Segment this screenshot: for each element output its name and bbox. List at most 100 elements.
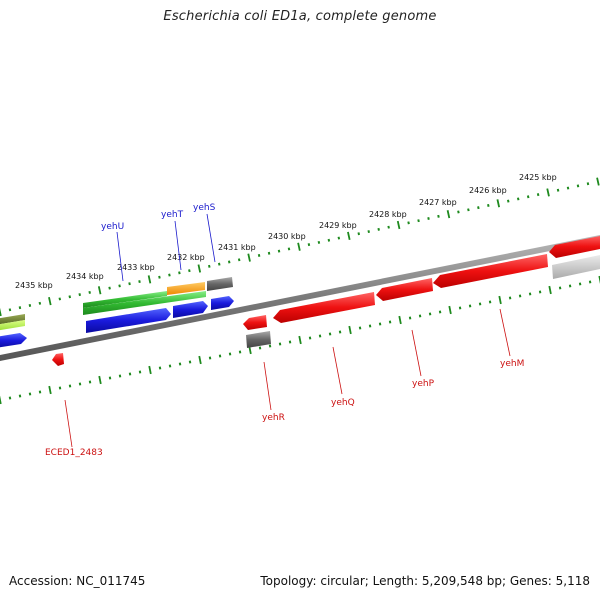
- scale-tick-major: [247, 253, 251, 262]
- gene-label-yehS[interactable]: yehS: [193, 203, 216, 213]
- scale-tick-minor: [568, 284, 572, 288]
- gene-arrow[interactable]: [86, 308, 171, 333]
- scale-tick-minor: [168, 273, 171, 277]
- gene-arrow[interactable]: [246, 331, 271, 348]
- scale-tick-minor: [427, 217, 430, 220]
- scale-tick-major: [347, 231, 351, 240]
- gene-arrow-yehM[interactable]: [433, 254, 548, 288]
- scale-tick-minor: [277, 249, 281, 253]
- gene-arrow[interactable]: [549, 235, 600, 258]
- scale-tick-minor: [158, 275, 161, 279]
- scale-tick-minor: [158, 366, 162, 370]
- scale-labels: 2425 kbp 2426 kbp 2427 kbp 2428 kbp 2429…: [15, 173, 557, 290]
- gene-arrow[interactable]: [211, 296, 234, 310]
- scale-label: 2435 kbp: [15, 281, 53, 290]
- scale-tick-minor: [28, 392, 32, 396]
- gene-label-yehR[interactable]: yehR: [262, 413, 285, 423]
- scale-tick-major: [546, 188, 550, 197]
- scale-label: 2427 kbp: [419, 198, 457, 207]
- scale-tick-minor: [128, 282, 131, 286]
- scale-tick-minor: [318, 334, 322, 338]
- scale-tick-minor: [338, 330, 342, 334]
- leader-line: [64, 399, 73, 448]
- scale-tick-minor: [178, 362, 182, 366]
- scale-tick-minor: [257, 253, 261, 257]
- gene-arrow[interactable]: [0, 320, 25, 331]
- scale-tick-minor: [487, 203, 490, 207]
- gene-label-ECED1_2483[interactable]: ECED1_2483: [45, 448, 103, 458]
- scale-tick-minor: [458, 306, 462, 310]
- scale-tick-minor: [288, 340, 292, 344]
- scale-tick-minor: [457, 210, 460, 214]
- gene-label-yehU[interactable]: yehU: [101, 222, 124, 232]
- scale-tick-major: [297, 242, 301, 251]
- scale-tick-minor: [108, 286, 111, 290]
- scale-tick-minor: [538, 290, 542, 294]
- scale-tick-minor: [268, 344, 272, 348]
- gene-arrow[interactable]: [0, 314, 25, 325]
- scale-tick-minor: [556, 188, 560, 192]
- gene-label-yehQ[interactable]: yehQ: [331, 398, 355, 408]
- gene-label-yehT[interactable]: yehT: [161, 210, 184, 220]
- scale-tick-minor: [8, 308, 12, 312]
- accession-text: Accession: NC_011745: [9, 574, 146, 588]
- scale-tick-minor: [287, 247, 291, 251]
- scale-tick-minor: [526, 195, 530, 199]
- scale-tick-minor: [38, 301, 42, 305]
- scale-tick-minor: [88, 380, 92, 384]
- scale-label: 2426 kbp: [469, 186, 507, 195]
- scale-tick-minor: [38, 390, 42, 394]
- scale-tick-minor: [78, 382, 82, 386]
- scale-tick-minor: [437, 214, 440, 218]
- scale-tick-major: [97, 286, 102, 295]
- gene-arrow[interactable]: [173, 301, 208, 318]
- scale-tick-major: [596, 177, 600, 186]
- gene-arrow-yehP[interactable]: [376, 278, 433, 301]
- scale-tick-minor: [566, 186, 570, 190]
- scale-tick-minor: [138, 370, 142, 374]
- gene-arrow-ECED1_2483[interactable]: [52, 353, 64, 366]
- scale-tick-minor: [378, 322, 382, 326]
- gene-arrow-yehU[interactable]: [83, 291, 167, 308]
- scale-tick-major: [48, 297, 52, 306]
- scale-tick-minor: [488, 300, 492, 304]
- scale-tick-major: [398, 315, 402, 325]
- scale-tick-minor: [586, 182, 590, 186]
- scale-tick-minor: [68, 384, 72, 388]
- genome-backbone: [0, 235, 600, 361]
- scale-tick-minor: [88, 290, 91, 294]
- gene-arrow[interactable]: [552, 254, 600, 279]
- gene-arrow-yehR[interactable]: [243, 315, 267, 330]
- gene-arrow[interactable]: [0, 333, 27, 348]
- gene-arrow-yehS[interactable]: [207, 277, 233, 291]
- scale-tick-minor: [588, 280, 592, 284]
- scale-tick-minor: [408, 316, 412, 320]
- scale-tick-minor: [188, 269, 191, 273]
- scale-tick-major: [446, 210, 451, 219]
- scale-tick-minor: [317, 240, 321, 244]
- gene-arrow-yehQ[interactable]: [273, 292, 375, 323]
- scale-tick-minor: [228, 352, 232, 356]
- scale-tick-minor: [217, 262, 221, 266]
- gene-label-yehM[interactable]: yehM: [500, 359, 524, 369]
- scale-label: 2432 kbp: [167, 253, 205, 262]
- scale-tick-minor: [8, 396, 12, 400]
- scale-tick-minor: [138, 280, 141, 284]
- scale-label: 2430 kbp: [268, 232, 306, 241]
- scale-tick-minor: [218, 354, 222, 358]
- scale-tick-major: [448, 305, 452, 315]
- scale-tick-major: [48, 385, 52, 395]
- scale-label: 2429 kbp: [319, 221, 357, 230]
- scale-tick-major: [0, 395, 2, 405]
- scale-tick-minor: [168, 364, 172, 368]
- gene-label-yehP[interactable]: yehP: [412, 379, 435, 389]
- scale-tick-minor: [516, 197, 520, 201]
- gene-arrow-yehT[interactable]: [167, 282, 205, 295]
- scale-tick-minor: [237, 258, 241, 262]
- scale-tick-minor: [508, 296, 512, 300]
- scale-tick-minor: [327, 238, 331, 242]
- scale-tick-minor: [428, 312, 432, 316]
- gene-arrow[interactable]: [83, 291, 206, 315]
